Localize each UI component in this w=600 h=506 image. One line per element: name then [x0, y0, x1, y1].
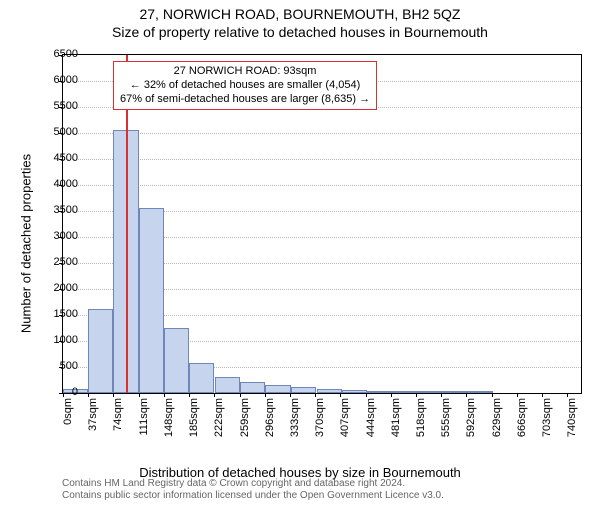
histogram-bar: [392, 391, 417, 393]
xtick-label: 148sqm: [163, 398, 175, 442]
xtick: [416, 393, 417, 397]
xtick-label: 185sqm: [188, 398, 200, 442]
annotation-line: 67% of semi-detached houses are larger (…: [120, 93, 370, 107]
xtick-label: 296sqm: [264, 398, 276, 442]
xtick: [139, 393, 140, 397]
ytick-label: 6000: [48, 74, 78, 86]
credit-text: Contains HM Land Registry data © Crown c…: [62, 478, 444, 502]
histogram-bar: [215, 377, 240, 393]
ytick-label: 2000: [48, 282, 78, 294]
xtick: [189, 393, 190, 397]
xtick: [88, 393, 89, 397]
credit-line: Contains HM Land Registry data © Crown c…: [62, 478, 444, 490]
plot-area: 27 NORWICH ROAD: 93sqm← 32% of detached …: [62, 54, 582, 394]
xtick: [517, 393, 518, 397]
ytick-label: 1000: [48, 334, 78, 346]
histogram-bar: [317, 389, 342, 393]
xtick-label: 555sqm: [440, 398, 452, 442]
ytick-label: 4500: [48, 152, 78, 164]
histogram-bar: [443, 391, 468, 393]
histogram-bar: [265, 385, 290, 393]
ytick-label: 5000: [48, 126, 78, 138]
xtick: [542, 393, 543, 397]
histogram-bar: [88, 309, 113, 393]
histogram-bar: [189, 363, 214, 393]
xtick: [567, 393, 568, 397]
xtick: [113, 393, 114, 397]
histogram-bar: [139, 208, 164, 393]
xtick-label: 703sqm: [541, 398, 553, 442]
xtick: [240, 393, 241, 397]
xtick-label: 0sqm: [62, 398, 74, 442]
xtick: [466, 393, 467, 397]
xtick: [492, 393, 493, 397]
ytick-label: 0: [48, 386, 78, 398]
xtick-label: 74sqm: [112, 398, 124, 442]
histogram-bar: [342, 390, 367, 393]
y-axis-label: Number of detached properties: [19, 144, 34, 344]
xtick-label: 407sqm: [339, 398, 351, 442]
xtick-label: 111sqm: [138, 398, 150, 442]
xtick: [315, 393, 316, 397]
ytick-label: 6500: [48, 48, 78, 60]
histogram-bar: [291, 387, 316, 393]
ytick-label: 2500: [48, 256, 78, 268]
ytick-label: 3000: [48, 230, 78, 242]
chart-subtitle: Size of property relative to detached ho…: [0, 24, 600, 40]
xtick-label: 740sqm: [566, 398, 578, 442]
xtick-label: 37sqm: [87, 398, 99, 442]
annotation-line: 27 NORWICH ROAD: 93sqm: [120, 65, 370, 79]
xtick: [391, 393, 392, 397]
ytick-label: 4000: [48, 178, 78, 190]
xtick-label: 370sqm: [314, 398, 326, 442]
histogram-bar: [417, 391, 442, 393]
xtick-label: 259sqm: [239, 398, 251, 442]
gridline: [63, 185, 581, 186]
ytick-label: 5500: [48, 100, 78, 112]
chart-title: 27, NORWICH ROAD, BOURNEMOUTH, BH2 5QZ: [0, 6, 600, 22]
xtick: [366, 393, 367, 397]
annotation-box: 27 NORWICH ROAD: 93sqm← 32% of detached …: [113, 61, 377, 110]
xtick-label: 333sqm: [289, 398, 301, 442]
histogram-bar: [240, 382, 265, 393]
xtick-label: 629sqm: [491, 398, 503, 442]
credit-line: Contains public sector information licen…: [62, 490, 444, 502]
xtick: [340, 393, 341, 397]
histogram-bar: [164, 328, 189, 393]
xtick: [441, 393, 442, 397]
xtick-label: 222sqm: [213, 398, 225, 442]
xtick-label: 518sqm: [415, 398, 427, 442]
gridline: [63, 133, 581, 134]
xtick: [214, 393, 215, 397]
ytick-label: 500: [48, 360, 78, 372]
annotation-line: ← 32% of detached houses are smaller (4,…: [120, 79, 370, 93]
xtick-label: 444sqm: [365, 398, 377, 442]
histogram-bar: [367, 391, 392, 393]
ytick-label: 3500: [48, 204, 78, 216]
ytick-label: 1500: [48, 308, 78, 320]
gridline: [63, 159, 581, 160]
histogram-bar: [468, 391, 493, 393]
chart-container: 27, NORWICH ROAD, BOURNEMOUTH, BH2 5QZ S…: [0, 6, 600, 506]
xtick-label: 592sqm: [465, 398, 477, 442]
xtick: [265, 393, 266, 397]
xtick: [164, 393, 165, 397]
xtick-label: 481sqm: [390, 398, 402, 442]
xtick: [290, 393, 291, 397]
xtick-label: 666sqm: [516, 398, 528, 442]
